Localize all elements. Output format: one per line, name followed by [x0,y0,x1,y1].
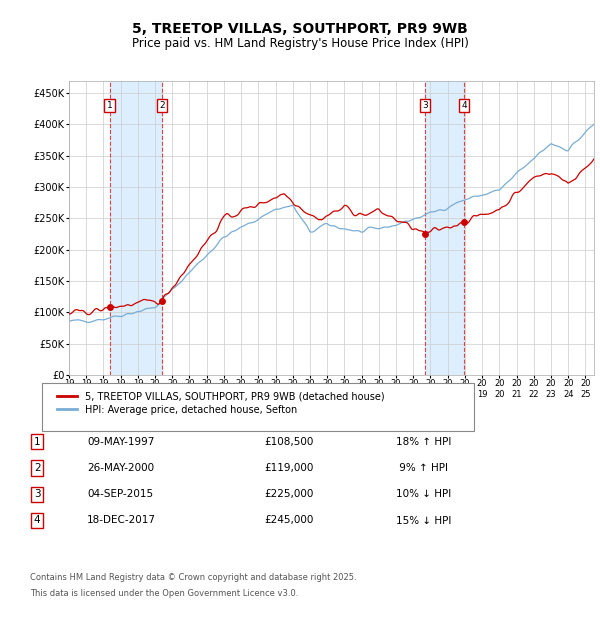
Text: £108,500: £108,500 [264,437,313,447]
Text: 15% ↓ HPI: 15% ↓ HPI [396,515,451,526]
Text: Price paid vs. HM Land Registry's House Price Index (HPI): Price paid vs. HM Land Registry's House … [131,37,469,50]
Text: 9% ↑ HPI: 9% ↑ HPI [396,463,448,473]
Legend: 5, TREETOP VILLAS, SOUTHPORT, PR9 9WB (detached house), HPI: Average price, deta: 5, TREETOP VILLAS, SOUTHPORT, PR9 9WB (d… [56,390,386,417]
Text: 2: 2 [159,101,165,110]
Text: 18% ↑ HPI: 18% ↑ HPI [396,437,451,447]
Text: 04-SEP-2015: 04-SEP-2015 [87,489,153,499]
Bar [425,81,464,375]
Text: 3: 3 [34,489,41,499]
Bar [110,81,162,375]
Text: Contains HM Land Registry data © Crown copyright and database right 2025.: Contains HM Land Registry data © Crown c… [30,574,356,583]
Text: 5, TREETOP VILLAS, SOUTHPORT, PR9 9WB: 5, TREETOP VILLAS, SOUTHPORT, PR9 9WB [132,22,468,36]
Text: £245,000: £245,000 [264,515,313,526]
Text: 10% ↓ HPI: 10% ↓ HPI [396,489,451,499]
Text: 2: 2 [34,463,41,473]
Text: 26-MAY-2000: 26-MAY-2000 [87,463,154,473]
Text: 09-MAY-1997: 09-MAY-1997 [87,437,154,447]
Text: 4: 4 [461,101,467,110]
Text: This data is licensed under the Open Government Licence v3.0.: This data is licensed under the Open Gov… [30,589,298,598]
Text: 1: 1 [34,437,41,447]
Text: £119,000: £119,000 [264,463,313,473]
Text: 4: 4 [34,515,41,526]
Text: 1: 1 [107,101,112,110]
Text: 18-DEC-2017: 18-DEC-2017 [87,515,156,526]
Text: 3: 3 [422,101,428,110]
Text: £225,000: £225,000 [264,489,313,499]
